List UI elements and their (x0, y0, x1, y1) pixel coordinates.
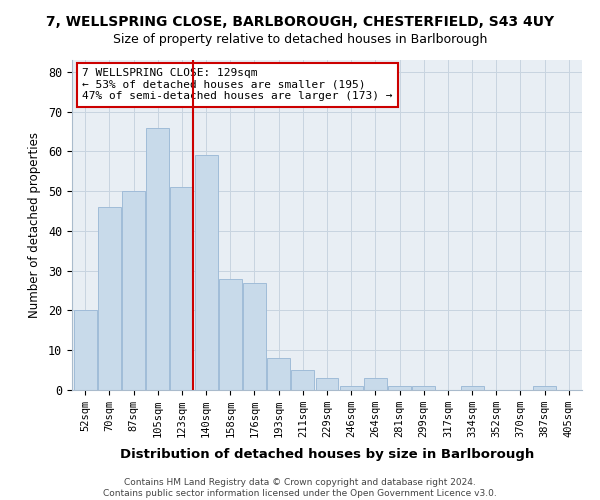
Text: 7 WELLSPRING CLOSE: 129sqm
← 53% of detached houses are smaller (195)
47% of sem: 7 WELLSPRING CLOSE: 129sqm ← 53% of deta… (82, 68, 392, 102)
Text: Size of property relative to detached houses in Barlborough: Size of property relative to detached ho… (113, 32, 487, 46)
Bar (316, 378, 338, 390)
Bar (243, 282, 266, 390)
Bar (388, 386, 411, 390)
X-axis label: Distribution of detached houses by size in Barlborough: Distribution of detached houses by size … (120, 448, 534, 462)
Bar (146, 128, 169, 390)
Bar (98, 207, 121, 390)
Bar (340, 386, 362, 390)
Bar (412, 386, 435, 390)
Bar (122, 191, 145, 390)
Bar (461, 386, 484, 390)
Bar (292, 370, 314, 390)
Text: Contains HM Land Registry data © Crown copyright and database right 2024.
Contai: Contains HM Land Registry data © Crown c… (103, 478, 497, 498)
Text: 7, WELLSPRING CLOSE, BARLBOROUGH, CHESTERFIELD, S43 4UY: 7, WELLSPRING CLOSE, BARLBOROUGH, CHESTE… (46, 15, 554, 29)
Bar (267, 358, 290, 390)
Bar (194, 156, 218, 390)
Bar (170, 187, 193, 390)
Bar (74, 310, 97, 390)
Bar (364, 378, 387, 390)
Y-axis label: Number of detached properties: Number of detached properties (28, 132, 41, 318)
Bar (533, 386, 556, 390)
Bar (219, 278, 242, 390)
